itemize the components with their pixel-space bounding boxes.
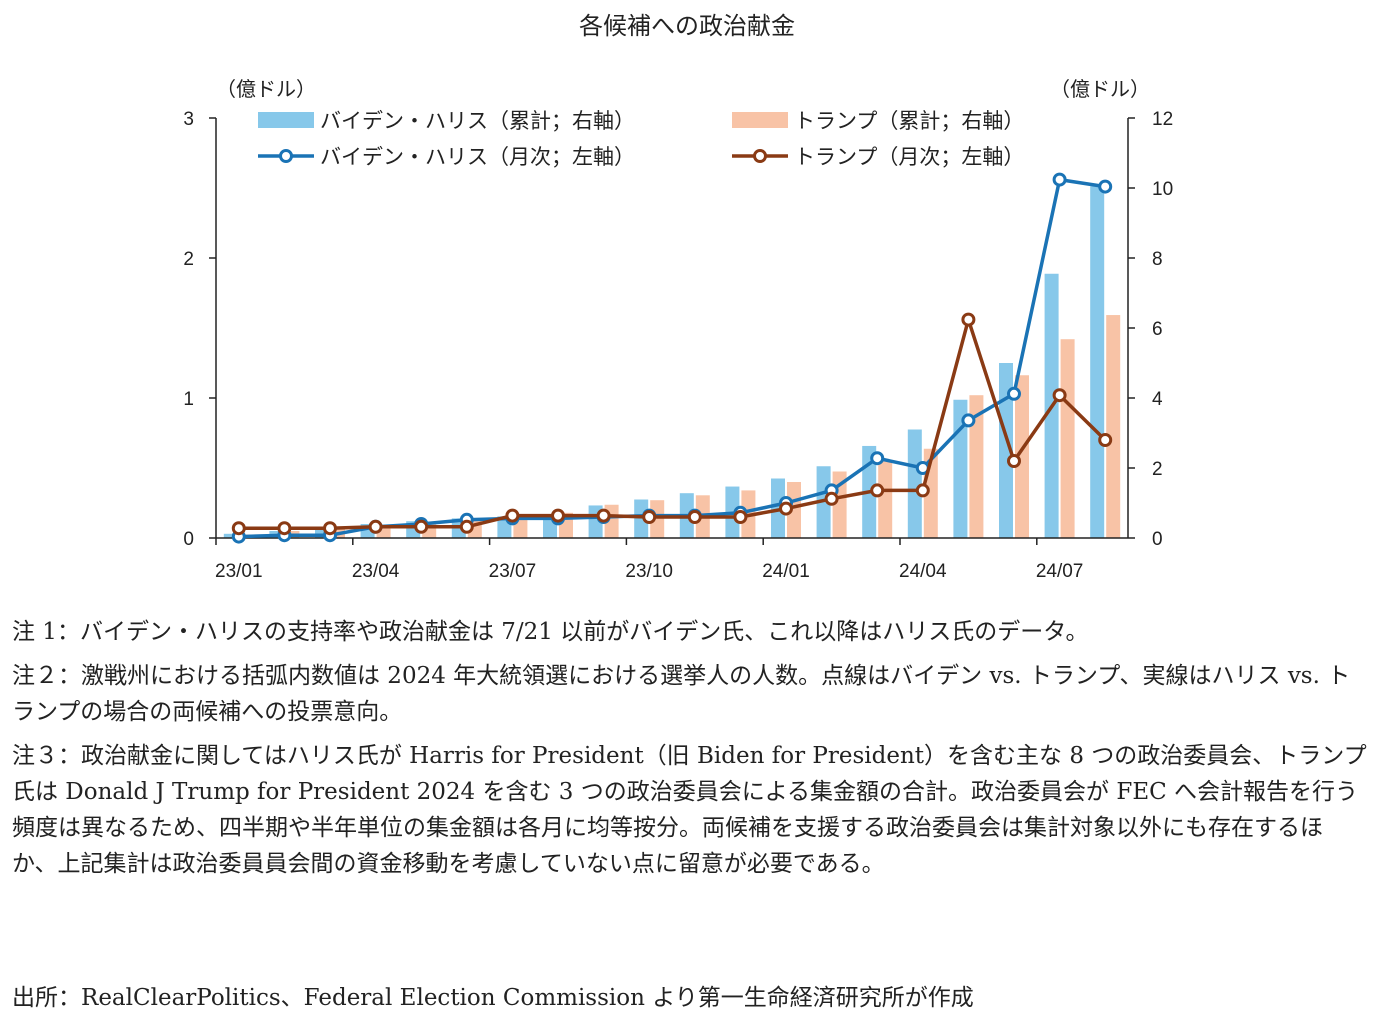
bar-trump-cum-9 xyxy=(650,500,665,538)
point-trump-monthly-13 xyxy=(824,491,839,506)
bar-biden-harris-cum-2 xyxy=(315,527,329,538)
x-tick-label-4: 24/01 xyxy=(762,561,810,582)
point-trump-monthly-8 xyxy=(596,508,611,523)
point-trump-monthly-15 xyxy=(915,483,930,498)
bar-trump-cum-19 xyxy=(1106,315,1121,538)
right-tick-label-5: 10 xyxy=(1152,179,1173,200)
point-trump-monthly-9 xyxy=(642,510,657,524)
bar-trump-cum-18 xyxy=(1060,339,1075,538)
legend-label-2: バイデン・ハリス（月次；左軸） xyxy=(320,145,635,169)
left-tick-label-0: 0 xyxy=(183,529,194,550)
left-tick-label-3: 3 xyxy=(183,109,194,130)
source-note: 出所：RealClearPolitics、Federal Election Co… xyxy=(12,985,974,1011)
point-biden-harris-monthly-19 xyxy=(1098,179,1113,194)
point-trump-monthly-6 xyxy=(505,508,520,523)
point-trump-monthly-7 xyxy=(551,508,565,523)
left-tick-label-2: 2 xyxy=(183,249,194,270)
point-trump-monthly-12 xyxy=(779,501,793,516)
x-tick-label-2: 23/07 xyxy=(489,561,537,582)
point-trump-monthly-18 xyxy=(1052,388,1067,403)
x-tick-label-5: 24/04 xyxy=(899,561,947,582)
note-2: 注２：激戦州における括弧内数値は 2024 年大統領選における選挙人の人数。点線… xyxy=(12,663,1351,725)
point-trump-monthly-19 xyxy=(1098,433,1113,447)
bar-biden-harris-cum-19 xyxy=(1090,186,1105,538)
point-trump-monthly-3 xyxy=(368,519,383,534)
bar-series-group xyxy=(223,186,1121,538)
point-trump-monthly-4 xyxy=(414,519,429,534)
point-trump-monthly-17 xyxy=(1007,454,1021,468)
point-biden-harris-monthly-16 xyxy=(961,413,976,428)
point-trump-monthly-10 xyxy=(687,510,702,524)
legend-label-1: トランプ（累計；右軸） xyxy=(794,109,1024,133)
legend-label-3: トランプ（月次；左軸） xyxy=(794,145,1024,169)
note-3: 注３：政治献金に関してはハリス氏が Harris for President（旧… xyxy=(12,743,1367,877)
bar-trump-cum-17 xyxy=(1015,375,1029,538)
right-tick-label-4: 8 xyxy=(1152,249,1163,270)
right-axis-unit: （億ドル） xyxy=(1050,77,1150,101)
left-axis-unit: （億ドル） xyxy=(216,77,316,101)
x-tick-label-3: 23/10 xyxy=(625,561,673,582)
right-tick-label-6: 12 xyxy=(1152,109,1173,130)
right-tick-label-1: 2 xyxy=(1152,459,1163,480)
legend-label-0: バイデン・ハリス（累計；右軸） xyxy=(320,109,635,133)
right-tick-label-2: 4 xyxy=(1152,389,1163,410)
bar-biden-harris-cum-12 xyxy=(771,478,785,538)
note-1: 注 1：バイデン・ハリスの支持率や政治献金は 7/21 以前がバイデン氏、これ以… xyxy=(12,619,1089,645)
bar-trump-cum-12 xyxy=(787,482,801,538)
bar-trump-cum-14 xyxy=(878,460,893,538)
bar-biden-harris-cum-9 xyxy=(634,499,649,538)
line-trump-monthly xyxy=(238,317,1107,530)
point-trump-monthly-11 xyxy=(733,510,748,524)
point-trump-monthly-14 xyxy=(870,483,885,498)
point-biden-harris-monthly-17 xyxy=(1007,386,1021,401)
point-trump-monthly-1 xyxy=(277,521,292,536)
right-tick-label-3: 6 xyxy=(1152,319,1163,340)
legend-swatch-0 xyxy=(258,112,314,128)
legend-marker-2 xyxy=(279,149,293,163)
bar-trump-cum-16 xyxy=(969,395,984,538)
x-tick-label-6: 24/07 xyxy=(1036,561,1084,582)
left-tick-label-1: 1 xyxy=(183,389,194,410)
chart-title: 各候補への政治献金 xyxy=(579,12,795,40)
point-trump-monthly-2 xyxy=(323,521,337,536)
bar-biden-harris-cum-0 xyxy=(223,533,238,538)
notes: 注 1：バイデン・ハリスの支持率や政治献金は 7/21 以前がバイデン氏、これ以… xyxy=(12,614,1368,890)
point-biden-harris-monthly-14 xyxy=(870,451,885,466)
point-biden-harris-monthly-18 xyxy=(1052,172,1067,187)
right-tick-label-0: 0 xyxy=(1152,529,1163,550)
point-trump-monthly-5 xyxy=(459,519,474,534)
line-series-group xyxy=(231,172,1113,544)
x-tick-label-0: 23/01 xyxy=(215,561,263,582)
legend-swatch-1 xyxy=(732,112,788,128)
bar-biden-harris-cum-17 xyxy=(999,363,1013,538)
legend-marker-3 xyxy=(753,149,767,163)
legend: バイデン・ハリス（累計；右軸） トランプ（累計；右軸） バイデン・ハリス（月次；左軸… xyxy=(258,109,1024,169)
point-trump-monthly-0 xyxy=(231,521,246,536)
point-trump-monthly-16 xyxy=(961,312,976,327)
bar-biden-harris-cum-15 xyxy=(907,429,922,538)
x-tick-label-1: 23/04 xyxy=(352,561,400,582)
